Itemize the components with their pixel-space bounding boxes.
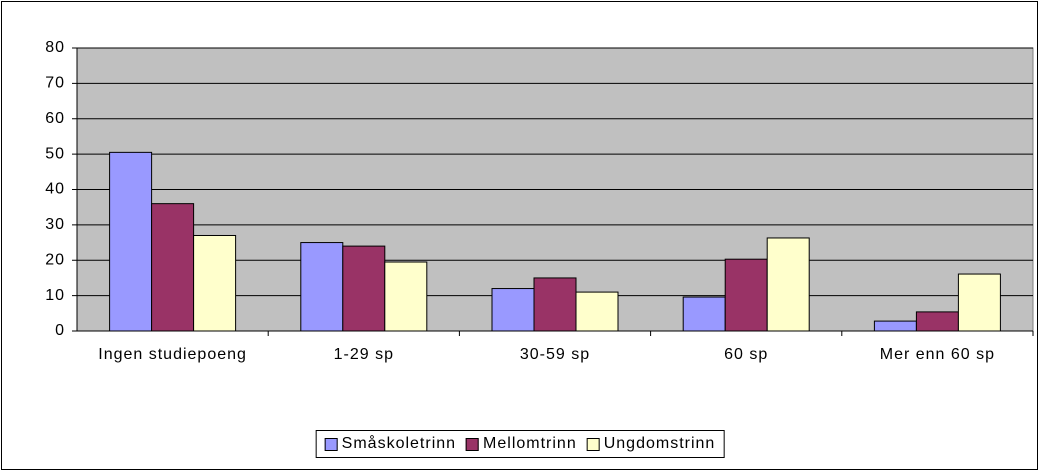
y-tick-label: 40 (45, 181, 65, 198)
y-tick-label: 50 (45, 145, 65, 162)
bar (682, 296, 726, 332)
y-tick-label: 30 (45, 216, 65, 233)
y-tick-label: 60 (45, 110, 65, 127)
legend-swatch (324, 437, 338, 451)
y-tick-label: 20 (45, 251, 65, 268)
legend-item: Ungdomstrinn (586, 435, 716, 453)
legend-label: Småskoletrinn (341, 435, 457, 452)
bar (151, 203, 195, 332)
bar (957, 273, 1001, 332)
bar (109, 151, 153, 332)
legend-label: Mellomtrinn (483, 435, 577, 452)
bar (491, 288, 535, 332)
x-tick-label: 60 sp (724, 346, 769, 363)
bar (724, 258, 768, 332)
bar (873, 320, 917, 332)
bar (384, 261, 428, 332)
bar (575, 291, 619, 332)
legend: Småskoletrinn Mellomtrinn Ungdomstrinn (315, 430, 725, 458)
y-tick-label: 0 (55, 322, 65, 339)
bar (300, 242, 344, 332)
bar (342, 245, 386, 332)
legend-item: Småskoletrinn (324, 435, 457, 453)
x-tick-label: 30-59 sp (519, 346, 591, 363)
x-tick-label: Mer enn 60 sp (879, 346, 996, 363)
legend-swatch (466, 437, 480, 451)
y-tick-label: 80 (45, 39, 65, 56)
bar (533, 277, 577, 332)
bar (766, 237, 810, 332)
y-tick-label: 70 (45, 75, 65, 92)
y-tick-label: 10 (45, 287, 65, 304)
x-tick-label: Ingen studiepoeng (98, 346, 247, 363)
legend-item: Mellomtrinn (466, 435, 577, 453)
x-tick-label: 1-29 sp (333, 346, 394, 363)
bar (193, 234, 237, 332)
bar (915, 311, 959, 332)
legend-label: Ungdomstrinn (603, 435, 716, 452)
legend-swatch (586, 437, 600, 451)
